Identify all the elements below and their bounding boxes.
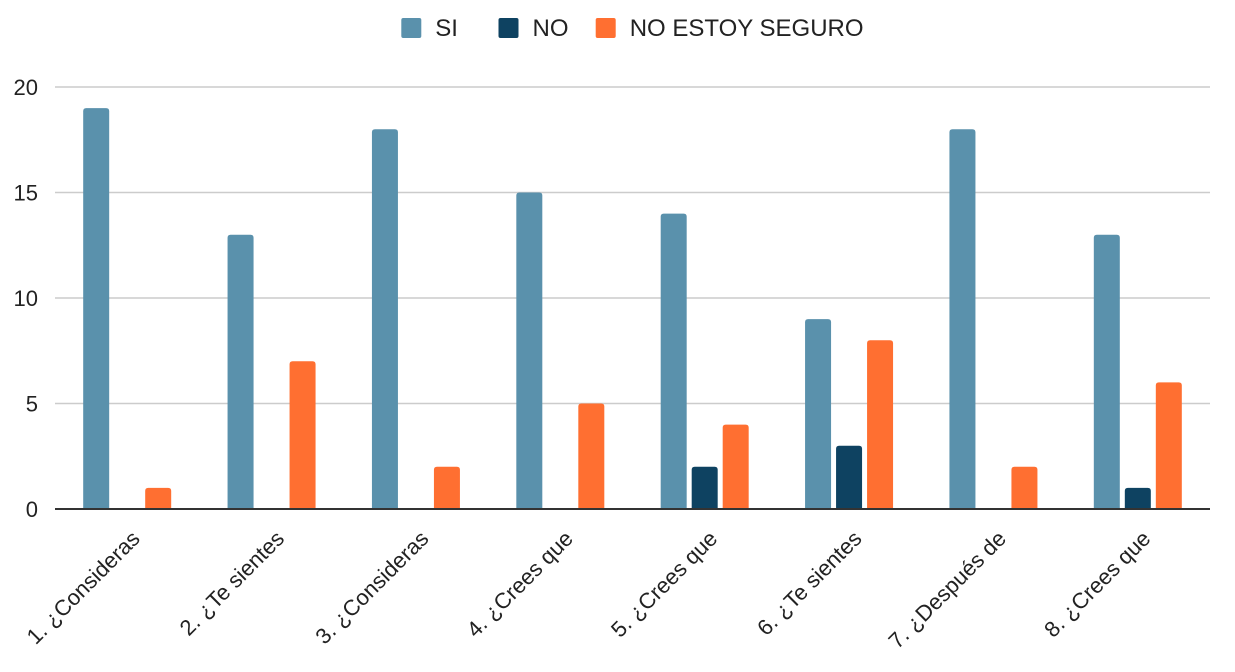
y-tick-label: 15 (14, 181, 38, 206)
y-axis: 0 5 10 15 20 (14, 75, 38, 522)
si-bar (660, 213, 687, 509)
si-bar (1093, 234, 1120, 509)
x-tick-label: 8. ¿Crees que (1039, 526, 1155, 642)
si-bar (516, 192, 543, 509)
no-estoy-seguro-bar (578, 403, 605, 509)
x-tick-label: 7. ¿Después de (883, 526, 1011, 654)
legend-label-no: NO (533, 15, 569, 42)
x-tick-label: 5. ¿Crees que (606, 526, 722, 642)
legend: SI NO NO ESTOY SEGURO (401, 15, 864, 42)
no-estoy-seguro-bar (289, 361, 316, 509)
no-estoy-seguro-bar (722, 424, 749, 509)
y-tick-label: 20 (14, 75, 38, 100)
si-bar (371, 129, 398, 509)
no-estoy-seguro-bar (145, 487, 172, 509)
legend-label-no-estoy-seguro: NO ESTOY SEGURO (630, 15, 864, 42)
x-tick-label: 4. ¿Crees que (462, 526, 578, 642)
si-bar (227, 234, 254, 509)
bars (83, 108, 1182, 509)
no-bar (691, 466, 718, 509)
no-bar (836, 445, 863, 509)
legend-swatch-no (498, 18, 519, 38)
x-tick-label: 6. ¿Te sientes (752, 526, 867, 641)
no-bar (1124, 487, 1151, 509)
no-estoy-seguro-bar (1155, 382, 1182, 509)
legend-swatch-no-estoy-seguro (595, 18, 616, 38)
no-estoy-seguro-bar (1011, 466, 1038, 509)
y-tick-label: 5 (26, 392, 38, 417)
x-tick-label: 1. ¿Consideras (22, 526, 145, 649)
legend-swatch-si (401, 18, 422, 38)
x-tick-label: 2. ¿Te sientes (175, 526, 290, 641)
si-bar (805, 319, 832, 509)
y-tick-label: 0 (26, 497, 38, 522)
si-bar (83, 108, 110, 509)
si-bar (949, 129, 976, 509)
x-axis: 1. ¿Consideras 2. ¿Te sientes 3. ¿Consider… (22, 526, 1156, 654)
no-estoy-seguro-bar (867, 340, 894, 509)
y-tick-label: 10 (14, 286, 38, 311)
x-tick-label: 3. ¿Consideras (310, 526, 433, 649)
legend-label-si: SI (435, 15, 458, 42)
no-estoy-seguro-bar (433, 466, 460, 509)
